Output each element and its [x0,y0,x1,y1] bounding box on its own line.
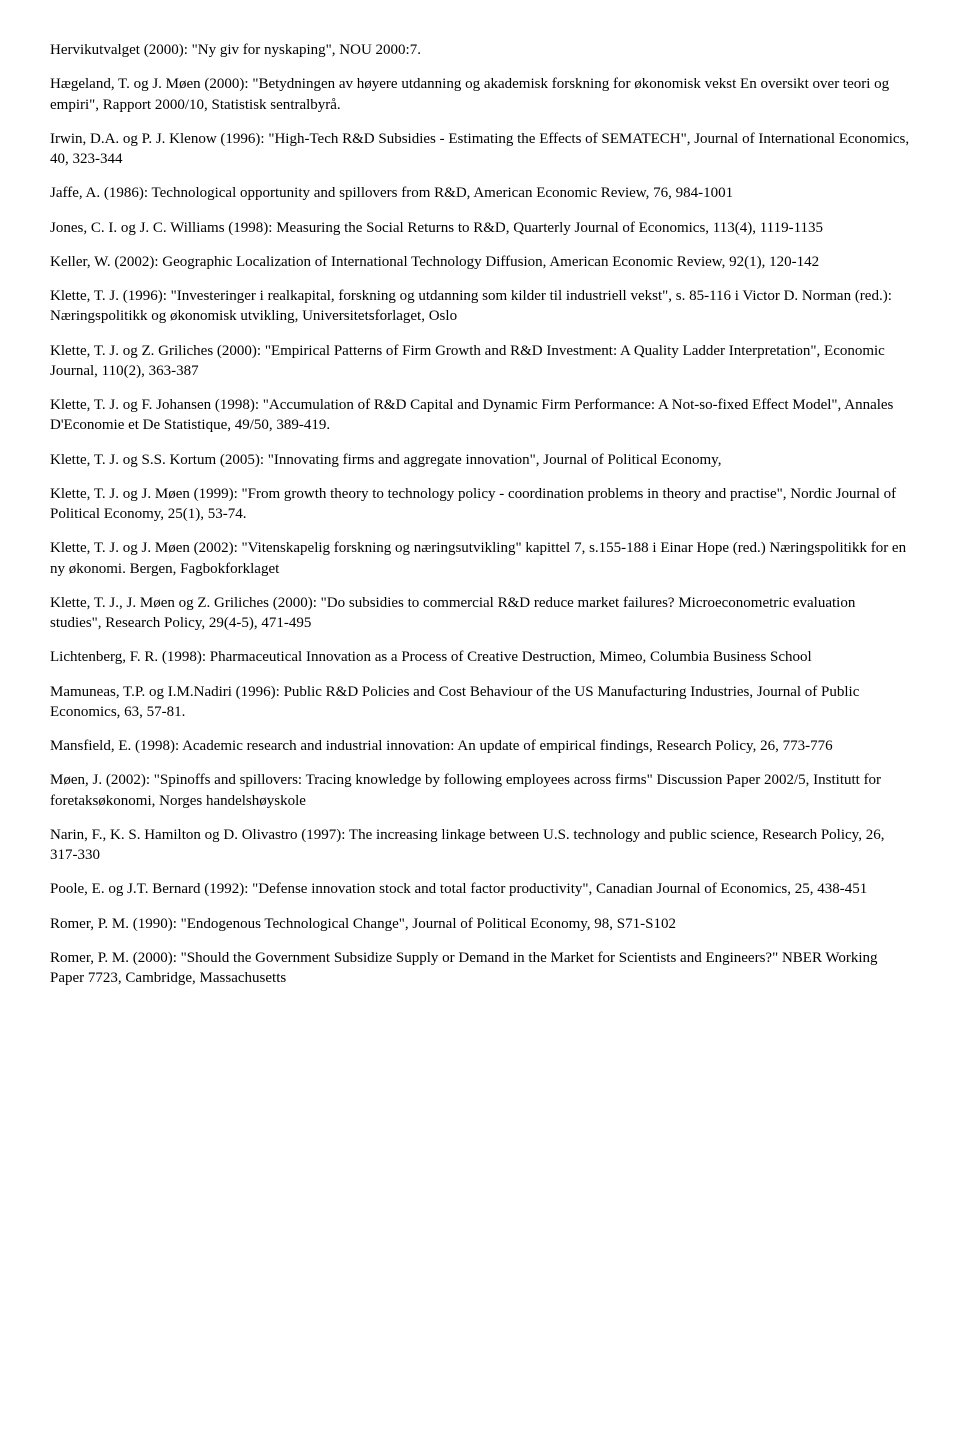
reference-item: Romer, P. M. (1990): "Endogenous Technol… [50,914,910,934]
reference-item: Klette, T. J. og J. Møen (1999): "From g… [50,484,910,525]
reference-item: Narin, F., K. S. Hamilton og D. Olivastr… [50,825,910,866]
reference-item: Romer, P. M. (2000): "Should the Governm… [50,948,910,989]
reference-item: Mamuneas, T.P. og I.M.Nadiri (1996): Pub… [50,682,910,723]
reference-item: Klette, T. J. og J. Møen (2002): "Vitens… [50,538,910,579]
reference-item: Møen, J. (2002): "Spinoffs and spillover… [50,770,910,811]
reference-item: Mansfield, E. (1998): Academic research … [50,736,910,756]
reference-item: Hægeland, T. og J. Møen (2000): "Betydni… [50,74,910,115]
reference-item: Klette, T. J. og Z. Griliches (2000): "E… [50,341,910,382]
reference-item: Jones, C. I. og J. C. Williams (1998): M… [50,218,910,238]
reference-item: Poole, E. og J.T. Bernard (1992): "Defen… [50,879,910,899]
reference-item: Hervikutvalget (2000): "Ny giv for nyska… [50,40,910,60]
reference-item: Jaffe, A. (1986): Technological opportun… [50,183,910,203]
reference-item: Keller, W. (2002): Geographic Localizati… [50,252,910,272]
reference-item: Klette, T. J. og F. Johansen (1998): "Ac… [50,395,910,436]
reference-item: Lichtenberg, F. R. (1998): Pharmaceutica… [50,647,910,667]
reference-item: Irwin, D.A. og P. J. Klenow (1996): "Hig… [50,129,910,170]
reference-item: Klette, T. J., J. Møen og Z. Griliches (… [50,593,910,634]
reference-item: Klette, T. J. og S.S. Kortum (2005): "In… [50,450,910,470]
reference-item: Klette, T. J. (1996): "Investeringer i r… [50,286,910,327]
